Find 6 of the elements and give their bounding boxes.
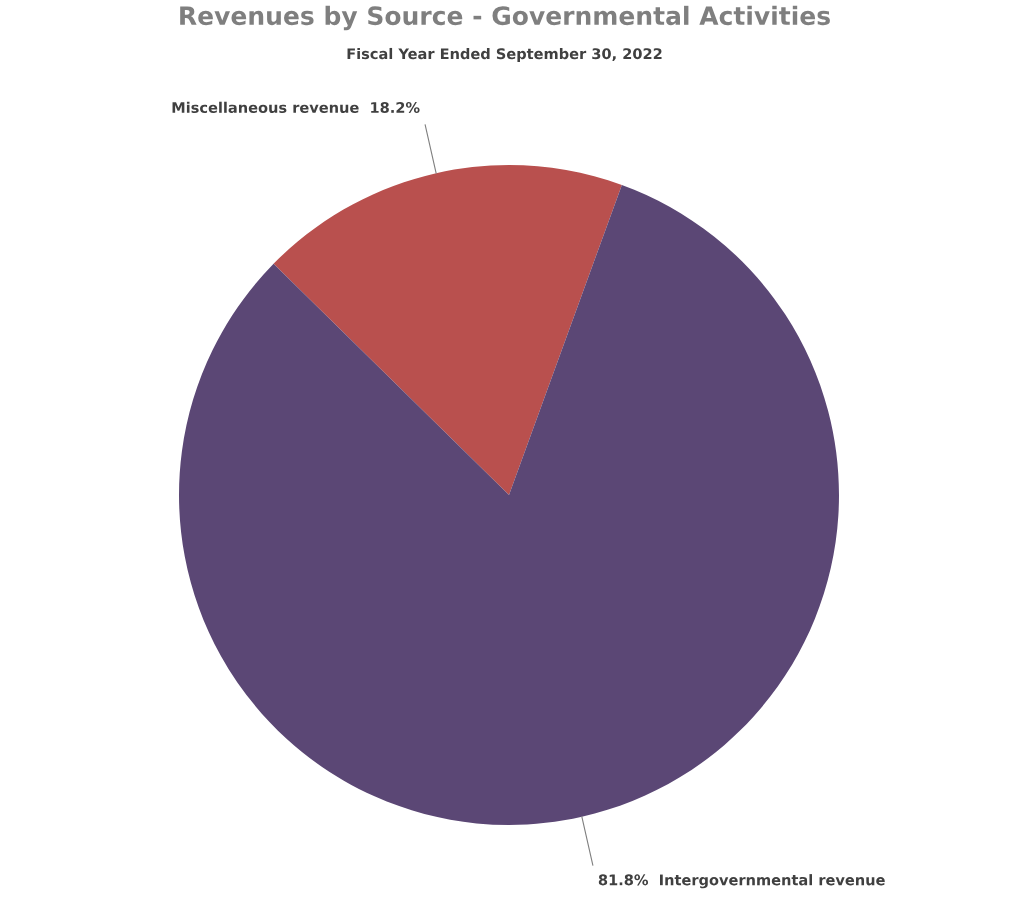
slice-label: 81.8% Intergovernmental revenue: [598, 874, 885, 889]
chart-title: Revenues by Source - Governmental Activities: [180, 5, 830, 31]
slice-label: Miscellaneous revenue 18.2%: [172, 101, 420, 114]
pie-slice: [273, 165, 622, 495]
pie-slice: [179, 184, 839, 825]
chart-subtitle: Fiscal Year Ended September 30, 2022: [347, 47, 662, 63]
